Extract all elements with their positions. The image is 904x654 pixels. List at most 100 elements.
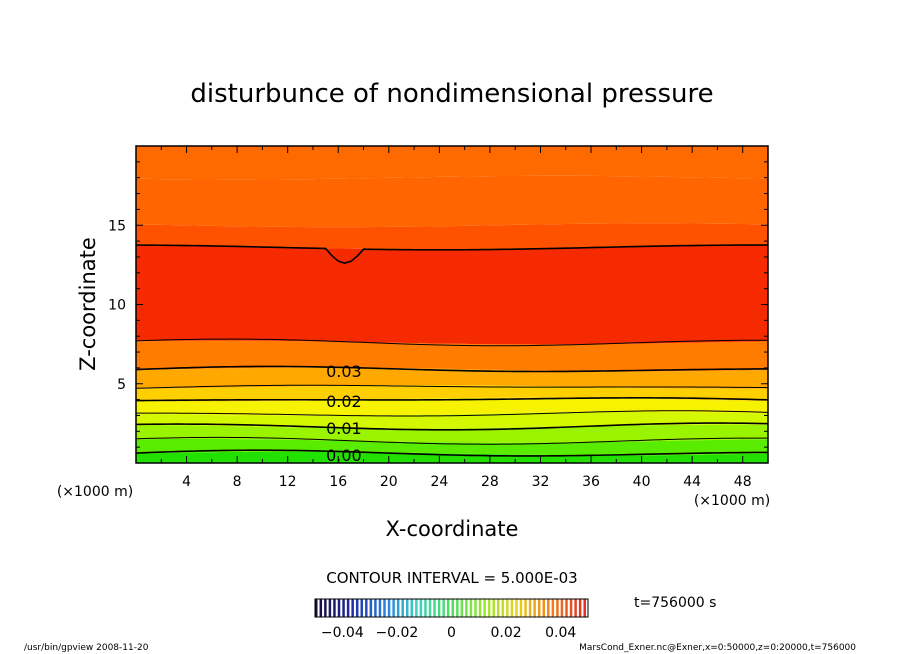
x-tick-label: 16 bbox=[329, 474, 347, 490]
colorbar-cell bbox=[387, 599, 391, 617]
colorbar-cell bbox=[519, 599, 523, 617]
colorbar-cell bbox=[342, 599, 345, 617]
x-tick-label: 32 bbox=[532, 474, 550, 490]
contour-line bbox=[135, 365, 769, 373]
x-tick-label: 20 bbox=[380, 474, 398, 490]
colorbar-cell bbox=[547, 599, 550, 617]
colorbar-cell bbox=[315, 599, 318, 617]
x-unit-right: (×1000 m) bbox=[694, 493, 770, 509]
colorbar-cell bbox=[574, 599, 577, 617]
colorbar-cell bbox=[565, 599, 568, 617]
x-tick-label: 44 bbox=[683, 474, 701, 490]
contour-interval-label: CONTOUR INTERVAL = 5.000E-03 bbox=[326, 569, 577, 587]
footer-right: MarsCond_Exner.nc@Exner,x=0:50000,z=0:20… bbox=[579, 643, 856, 653]
colorbar-cell bbox=[446, 599, 450, 617]
color-band bbox=[136, 175, 768, 228]
y-axis-label: Z-coordinate bbox=[76, 237, 100, 371]
colorbar-cell bbox=[560, 599, 564, 617]
colorbar-cell bbox=[410, 599, 414, 617]
colorbar-cell bbox=[483, 599, 486, 617]
x-tick-label: 40 bbox=[633, 474, 651, 490]
y-tick-label: 5 bbox=[117, 377, 126, 393]
colorbar-cell bbox=[456, 599, 459, 617]
contour-label: 0.01 bbox=[326, 419, 362, 438]
y-tick-label: 15 bbox=[108, 218, 126, 234]
plot-area bbox=[136, 146, 768, 463]
colorbar-ticks: −0.04 −0.02 0 0.02 0.04 bbox=[321, 625, 577, 641]
colorbar-cell bbox=[355, 599, 359, 617]
colorbar-cell bbox=[360, 599, 364, 617]
contour-line bbox=[135, 397, 769, 402]
x-tick-label: 24 bbox=[430, 474, 448, 490]
time-label: t=756000 s bbox=[634, 595, 716, 611]
x-tick-label: 4 bbox=[182, 474, 191, 490]
colorbar-cell bbox=[524, 599, 527, 617]
colorbar-cell bbox=[501, 599, 505, 617]
y-tick-label: 10 bbox=[108, 298, 126, 314]
colorbar-frame bbox=[314, 598, 589, 618]
colorbar-cell bbox=[328, 599, 332, 617]
color-band bbox=[136, 367, 768, 389]
colorbar-cell bbox=[365, 599, 368, 617]
y-axis: 5 10 15 bbox=[108, 161, 768, 448]
color-band bbox=[136, 451, 768, 463]
colorbar-cell bbox=[583, 599, 586, 617]
colorbar-cell bbox=[465, 599, 468, 617]
colorbar-cell bbox=[337, 599, 341, 617]
colorbar-cell bbox=[497, 599, 500, 617]
colorbar-cell bbox=[396, 599, 400, 617]
colorbar-cell bbox=[374, 599, 377, 617]
colorbar-cell bbox=[578, 599, 582, 617]
colorbar-tick-label: 0.04 bbox=[545, 625, 576, 641]
x-tick-label: 28 bbox=[481, 474, 499, 490]
contour-line bbox=[135, 244, 769, 264]
colorbar bbox=[314, 598, 589, 618]
color-band bbox=[136, 245, 768, 345]
colorbar-cell bbox=[492, 599, 495, 617]
colorbar-cell bbox=[433, 599, 436, 617]
colorbar-cell bbox=[369, 599, 373, 617]
color-band bbox=[136, 146, 768, 180]
colorbar-cell bbox=[469, 599, 473, 617]
contour-line bbox=[135, 338, 769, 347]
colorbar-cell bbox=[442, 599, 445, 617]
contour-line bbox=[135, 449, 769, 457]
colorbar-cell bbox=[569, 599, 573, 617]
colorbar-cell bbox=[551, 599, 555, 617]
colorbar-cell bbox=[401, 599, 404, 617]
contour-label: 0.00 bbox=[326, 446, 362, 465]
footer-left: /usr/bin/gpview 2008-11-20 bbox=[24, 643, 149, 653]
colorbar-tick-label: 0.02 bbox=[491, 625, 522, 641]
x-tick-label: 8 bbox=[233, 474, 242, 490]
contour-lines bbox=[135, 244, 769, 457]
colorbar-cell bbox=[474, 599, 477, 617]
colorbar-cell bbox=[460, 599, 464, 617]
colorbar-cell bbox=[383, 599, 386, 617]
colorbar-cell bbox=[510, 599, 514, 617]
colorbar-cell bbox=[537, 599, 541, 617]
colorbar-cell bbox=[506, 599, 509, 617]
contour-label: 0.02 bbox=[326, 392, 362, 411]
contour-line bbox=[135, 410, 769, 417]
colorbar-cell bbox=[533, 599, 536, 617]
x-tick-label: 48 bbox=[734, 474, 752, 490]
contour-line bbox=[135, 436, 769, 445]
contour-line bbox=[135, 384, 769, 389]
colorbar-cell bbox=[392, 599, 395, 617]
contour-line bbox=[135, 422, 769, 431]
color-band bbox=[136, 223, 768, 250]
colorbar-tick-label: −0.02 bbox=[375, 625, 418, 641]
colorbar-cell bbox=[478, 599, 482, 617]
colorbar-cell bbox=[515, 599, 518, 617]
colorbar-tick-label: 0 bbox=[447, 625, 456, 641]
colorbar-cell bbox=[487, 599, 491, 617]
x-unit-left: (×1000 m) bbox=[57, 484, 133, 500]
colorbar-cell bbox=[406, 599, 409, 617]
x-axis: 4 8 12 16 20 24 28 32 36 40 44 48 bbox=[160, 146, 752, 490]
colorbar-cell bbox=[556, 599, 559, 617]
colorbar-cell bbox=[415, 599, 418, 617]
color-band bbox=[136, 340, 768, 372]
colorbar-cell bbox=[424, 599, 427, 617]
colorbar-cell bbox=[378, 599, 382, 617]
colorbar-cell bbox=[419, 599, 423, 617]
